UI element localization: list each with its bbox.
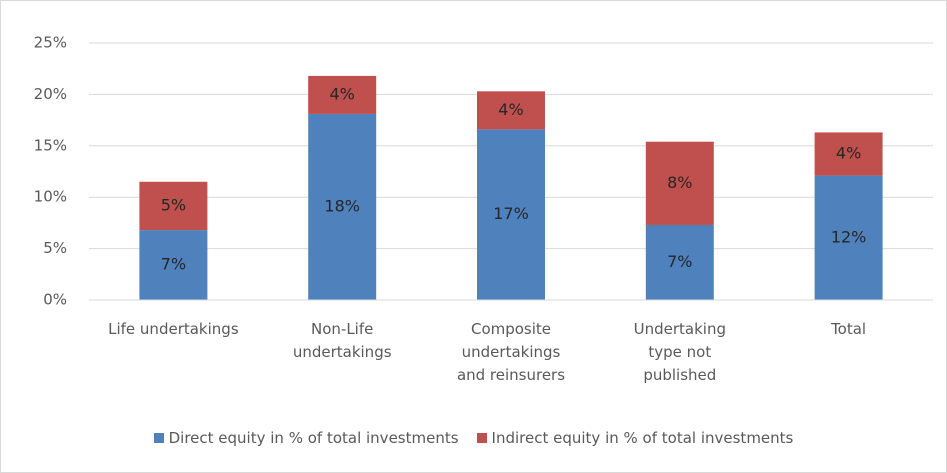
y-tick-label: 15% [34,136,67,154]
data-label: 8% [667,173,692,192]
x-tick-label: Non-Life undertakings [292,320,392,361]
bar-segment [477,91,545,130]
y-tick-label: 25% [34,34,67,52]
bar-segment [308,113,377,300]
y-tick-label: 0% [43,291,67,309]
legend-swatch [153,433,164,443]
legend-label: Direct equity in % of total investments [168,429,459,447]
data-label: 4% [836,144,861,163]
data-label: 7% [161,255,186,274]
x-tick-label: Composite undertakings and reinsurers [456,320,566,384]
bar-segment [477,129,545,300]
y-tick-label: 5% [43,239,67,257]
x-tick-label: Total [831,320,867,338]
legend-label: Indirect equity in % of total investment… [491,429,794,447]
bar-segment [139,181,208,231]
bar-segment [139,230,208,300]
bar-segment [308,75,377,114]
legend: Direct equity in % of total investments I… [1,429,946,447]
bar-segment [645,141,714,225]
bar-segment [814,175,883,300]
data-label: 7% [667,252,692,271]
data-label: 12% [831,227,867,246]
y-tick-label: 10% [34,188,67,206]
x-tick-label: Undertaking type not published [633,320,726,384]
data-label: 4% [330,84,355,103]
data-label: 17% [493,204,529,223]
bar-segment [814,132,883,176]
bar-segment [645,224,714,300]
legend-item: Indirect equity in % of total investment… [476,429,794,447]
data-label: 5% [161,195,186,214]
x-tick-label: Life undertakings [108,320,239,338]
y-tick-label: 20% [34,85,67,103]
data-label: 18% [324,196,360,215]
data-label: 4% [498,100,523,119]
legend-item: Direct equity in % of total investments [153,429,459,447]
legend-swatch [476,433,487,443]
